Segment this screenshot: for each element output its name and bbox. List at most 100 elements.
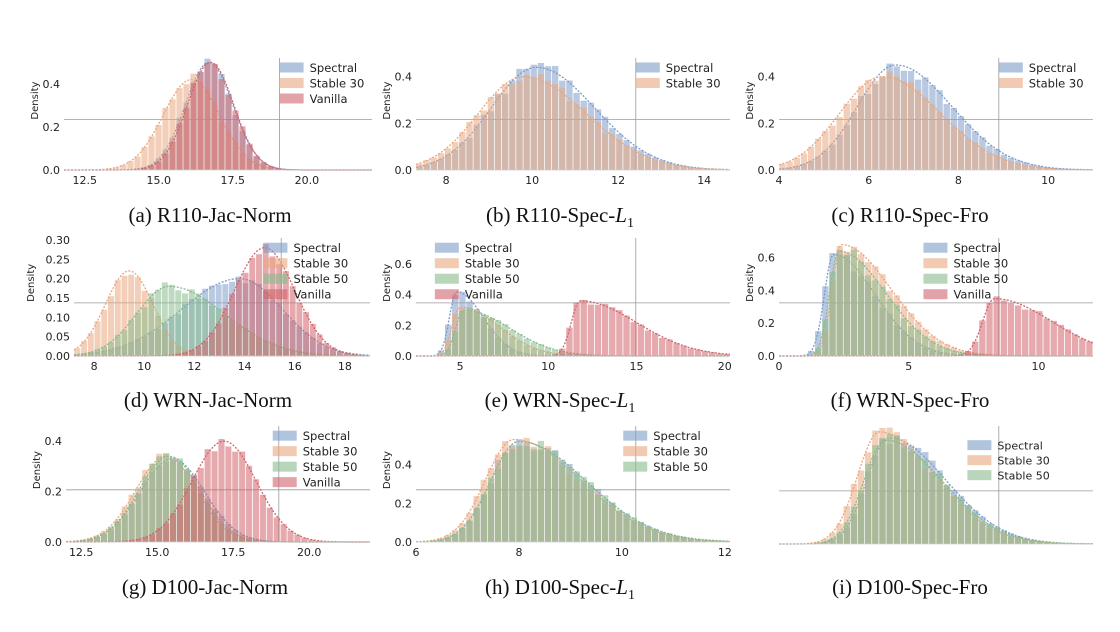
x-tick-label: 17.5	[221, 546, 246, 559]
histogram-bar	[886, 71, 893, 170]
histogram-bar	[141, 147, 148, 170]
histogram-bar	[315, 540, 322, 542]
histogram-bar	[900, 318, 908, 356]
histogram-bar	[872, 280, 879, 356]
legend-swatch-spectral	[635, 62, 660, 73]
histogram-bar	[259, 494, 266, 542]
legend-label-stable-30: Stable 30	[303, 445, 358, 459]
y-tick-label: 0.0	[395, 164, 413, 177]
histogram-bar	[537, 440, 545, 542]
histogram-bar	[148, 165, 155, 170]
histogram-bar	[274, 168, 281, 170]
legend-label-spectral: Spectral	[666, 61, 713, 75]
y-tick-label: 0.2	[758, 117, 776, 130]
x-tick-labels: 8 10 12 14 16 18	[91, 360, 352, 373]
histogram-bar	[929, 341, 936, 356]
histogram-bar	[979, 148, 986, 170]
histogram-bar	[502, 453, 509, 542]
y-tick-label: 0.20	[46, 273, 71, 286]
histogram-bar	[444, 349, 452, 356]
histogram-bar	[666, 533, 673, 542]
legend-swatch-spectral	[272, 430, 297, 441]
histogram-bar	[694, 539, 702, 542]
kde-line-stable-50	[416, 309, 730, 357]
caption-b-label: (b) R110-Spec-	[486, 203, 616, 227]
plot-area	[778, 58, 1094, 171]
legend-swatch-vanilla	[263, 289, 288, 300]
histogram-bar	[879, 286, 886, 356]
histogram-bar	[225, 94, 232, 170]
legend-label-spectral: Spectral	[310, 61, 357, 75]
histogram-bar	[523, 446, 530, 542]
histogram-bar	[544, 347, 552, 356]
histogram-bar	[182, 293, 188, 356]
x-tick-label: 10	[615, 546, 629, 559]
x-tick-label: 15.0	[145, 546, 170, 559]
histogram-bar	[155, 124, 162, 170]
histogram-bar	[687, 348, 694, 356]
caption-a-label: (a) R110-Jac-Norm	[128, 203, 292, 227]
histogram-bar	[1014, 536, 1022, 544]
histogram-bar	[1036, 541, 1043, 544]
series-vanilla	[416, 299, 731, 357]
histogram-bar	[1064, 329, 1072, 356]
histogram-bar	[964, 138, 972, 170]
histogram-bar	[416, 163, 423, 170]
x-tick-label: 12	[611, 174, 625, 187]
histogram-bar	[815, 348, 822, 356]
histogram-bar	[80, 540, 87, 542]
histogram-bar	[680, 345, 687, 356]
caption-e-label: (e) WRN-Spec-	[484, 388, 617, 412]
histogram-bar	[215, 323, 222, 356]
histogram-bar	[893, 304, 900, 356]
legend-swatch-stable-30	[279, 77, 304, 88]
histogram-bar	[183, 488, 190, 542]
histogram-bar	[950, 496, 958, 544]
legend-label-stable-30: Stable 30	[1029, 76, 1084, 90]
histogram-bar	[843, 103, 850, 170]
histogram-bar	[502, 324, 509, 356]
histogram-bar	[701, 351, 709, 356]
x-tick-label: 18	[338, 360, 352, 373]
histogram-bar	[936, 473, 943, 544]
kde-line-stable-30	[65, 455, 370, 543]
legend: Spectral Stable 30 Stable 50	[967, 440, 1050, 483]
plot-area	[416, 238, 731, 357]
histogram-bar	[587, 116, 595, 170]
histogram-bar	[836, 532, 843, 544]
histogram-bar	[1050, 320, 1057, 356]
histogram-bar	[822, 130, 829, 170]
plot-area	[779, 426, 1093, 545]
y-axis-label: Density	[745, 81, 756, 119]
histogram-bar	[242, 272, 249, 356]
histogram-bar	[687, 538, 694, 542]
legend-label-spectral: Spectral	[1029, 61, 1076, 75]
histogram-bar	[993, 528, 1000, 544]
histogram-bar	[330, 347, 336, 356]
histogram-bar	[850, 98, 858, 170]
y-tick-labels: 0.0 0.2 0.4	[43, 78, 61, 177]
histogram-bar	[162, 107, 169, 170]
y-tick-label: 0.4	[45, 435, 63, 448]
histogram-bar	[666, 339, 673, 356]
legend-label-stable-30: Stable 30	[653, 445, 708, 459]
histogram-bar	[1036, 167, 1043, 170]
histogram-bar	[260, 162, 267, 170]
histogram-bar	[559, 348, 566, 356]
histogram-bar	[176, 123, 183, 170]
histogram-bar	[1022, 539, 1029, 544]
y-tick-label: 0.10	[46, 311, 71, 324]
legend-swatch-stable-50	[623, 461, 648, 472]
x-tick-label: 20.0	[297, 546, 322, 559]
x-tick-labels: 0 5 10	[776, 360, 1046, 373]
histogram-bar	[559, 462, 566, 542]
legend-label-spectral: Spectral	[997, 440, 1042, 453]
caption-c: (c) R110-Spec-Fro	[760, 203, 1060, 228]
histogram-bar	[316, 334, 323, 356]
legend-label-stable-30: Stable 30	[997, 455, 1049, 468]
